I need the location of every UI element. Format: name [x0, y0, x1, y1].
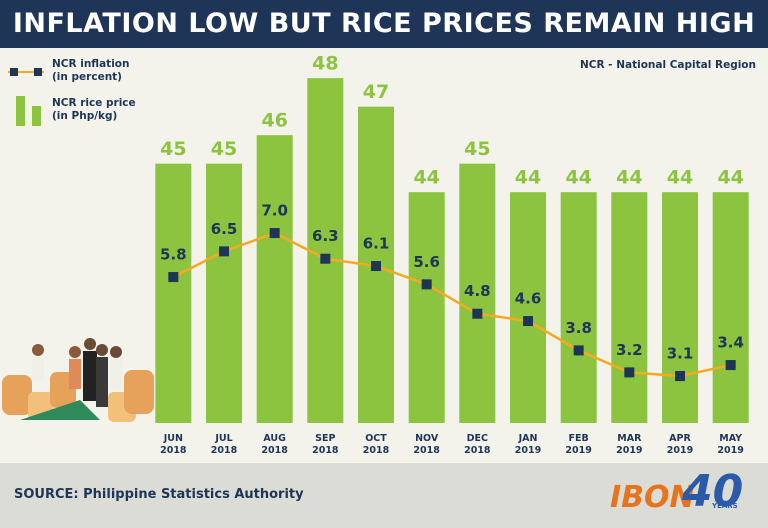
x-tick-label: SEP 2018 [312, 433, 339, 456]
line-marker [725, 360, 736, 371]
logo-anniversary: 40 [682, 466, 744, 517]
line-marker [219, 246, 229, 257]
x-tick-label: OCT 2018 [362, 433, 390, 456]
line-value-label: 7.0 [261, 202, 288, 220]
bar-value-label: 44 [667, 167, 693, 189]
x-tick-label: JUN 2018 [160, 433, 187, 456]
bar-value-label: 46 [261, 110, 287, 132]
line-value-label: 3.4 [717, 334, 744, 352]
bar-value-label: 45 [160, 138, 186, 160]
bar-value-label: 44 [515, 167, 541, 189]
bar [206, 163, 242, 423]
x-tick-label: DEC 2018 [464, 433, 491, 456]
line-marker [168, 272, 179, 283]
bar-value-label: 44 [565, 167, 591, 189]
x-tick-label: FEB 2019 [565, 433, 592, 456]
line-value-label: 5.6 [413, 253, 440, 271]
x-tick-label: NOV 2018 [413, 433, 440, 456]
x-tick-label: JAN 2019 [514, 433, 542, 456]
bar-value-label: 44 [616, 167, 642, 189]
source: SOURCE: Philippine Statistics Authority [14, 487, 304, 502]
illustration [2, 338, 154, 422]
line-value-label: 3.8 [565, 319, 592, 337]
line-marker [523, 316, 533, 327]
line-value-label: 3.2 [616, 341, 643, 359]
line-value-label: 6.1 [363, 235, 390, 253]
bar [662, 192, 698, 423]
legend-marker [34, 68, 42, 76]
bar-value-label: 44 [717, 167, 743, 189]
line-value-label: 5.8 [160, 246, 187, 264]
bar-value-label: 44 [413, 167, 439, 189]
legend-marker [10, 68, 18, 76]
line-value-label: 4.8 [464, 282, 491, 300]
line-marker [675, 371, 685, 382]
line-marker [269, 228, 280, 239]
legend-label: NCR inflation (in percent) [52, 58, 130, 83]
bar-value-label: 45 [211, 138, 237, 160]
line-value-label: 6.5 [211, 220, 238, 238]
line-marker [371, 261, 381, 272]
line [172, 231, 731, 378]
bar-value-label: 45 [464, 138, 490, 160]
bar [408, 192, 445, 423]
chart-title: INFLATION LOW BUT RICE PRICES REMAIN HIG… [0, 0, 768, 48]
logo-name: IBON [610, 480, 695, 515]
legend-label: NCR rice price (in Php/kg) [52, 97, 136, 122]
bar-value-label: 47 [363, 81, 389, 103]
line-value-label: 3.1 [667, 345, 694, 363]
bar [560, 192, 597, 423]
logo-tag: YEARS [712, 502, 738, 510]
bar [459, 163, 496, 423]
line-marker [320, 253, 331, 264]
bar [510, 192, 546, 423]
legend-swatch [32, 106, 41, 126]
footer [0, 463, 768, 528]
line-marker [624, 367, 635, 378]
x-tick-label: MAR 2019 [616, 433, 643, 456]
x-tick-label: MAY 2019 [717, 433, 744, 456]
bar [155, 163, 192, 423]
x-tick-label: JUL 2018 [210, 433, 238, 456]
bar [256, 135, 293, 423]
line-marker [472, 308, 483, 319]
x-tick-label: APR 2019 [666, 433, 694, 456]
bar [712, 192, 749, 423]
bar-value-label: 48 [312, 53, 338, 75]
x-tick-label: AUG 2018 [261, 433, 288, 456]
bar [307, 78, 344, 424]
line-marker [573, 345, 584, 356]
line-value-label: 6.3 [312, 227, 339, 245]
bar [611, 192, 648, 423]
line-marker [421, 279, 432, 290]
annotation: NCR - National Capital Region [579, 59, 756, 71]
line-value-label: 4.6 [515, 290, 542, 308]
legend-swatch [16, 96, 25, 126]
